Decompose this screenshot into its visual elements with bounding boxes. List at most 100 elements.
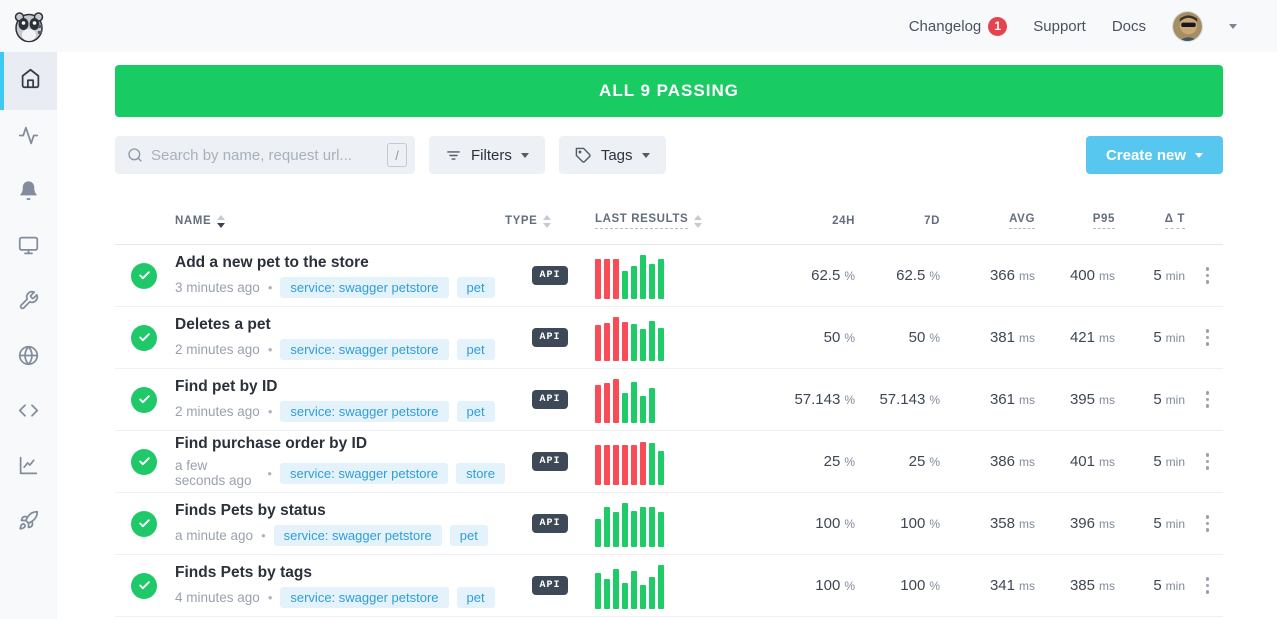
- sidebar-item-activity[interactable]: [0, 110, 57, 165]
- result-bar-passed[interactable]: [622, 502, 628, 547]
- result-bar-passed[interactable]: [595, 572, 601, 609]
- result-bar-passed[interactable]: [622, 582, 628, 609]
- tag-badge[interactable]: pet: [449, 524, 488, 546]
- result-bar-failed[interactable]: [613, 258, 619, 299]
- last-results-bars[interactable]: [595, 377, 765, 423]
- row-menu-button[interactable]: [1202, 511, 1214, 536]
- tag-badge[interactable]: service: swagger petstore: [273, 524, 442, 546]
- tag-badge[interactable]: service: swagger petstore: [279, 462, 449, 484]
- result-bar-passed[interactable]: [613, 568, 619, 609]
- nav-docs[interactable]: Docs: [1112, 18, 1146, 35]
- result-bar-failed[interactable]: [604, 382, 610, 423]
- table-row[interactable]: Find pet by ID 2 minutes ago • service: …: [115, 369, 1223, 431]
- tag-badge[interactable]: store: [456, 462, 505, 484]
- result-bar-passed[interactable]: [649, 506, 655, 547]
- result-bar-failed[interactable]: [595, 324, 601, 361]
- column-header-last-results[interactable]: LAST RESULTS: [595, 213, 765, 229]
- app-logo-raccoon-icon[interactable]: [10, 7, 48, 45]
- tag-badge[interactable]: service: swagger petstore: [280, 338, 449, 360]
- result-bar-passed[interactable]: [649, 320, 655, 361]
- last-results-bars[interactable]: [595, 315, 765, 361]
- result-bar-passed[interactable]: [640, 395, 646, 423]
- create-new-button[interactable]: Create new: [1085, 136, 1223, 174]
- result-bar-passed[interactable]: [631, 510, 637, 547]
- check-name[interactable]: Finds Pets by status: [175, 501, 326, 519]
- table-row[interactable]: Find purchase order by ID a few seconds …: [115, 431, 1223, 493]
- table-row[interactable]: Add a new pet to the store 3 minutes ago…: [115, 245, 1223, 307]
- sidebar-item-home[interactable]: [0, 52, 57, 110]
- account-menu-caret-icon[interactable]: [1229, 23, 1237, 29]
- result-bar-passed[interactable]: [631, 381, 637, 423]
- result-bar-failed[interactable]: [622, 444, 628, 485]
- column-header-p95[interactable]: P95: [1035, 213, 1115, 229]
- result-bar-failed[interactable]: [613, 444, 619, 485]
- result-bar-passed[interactable]: [649, 387, 655, 423]
- tag-badge[interactable]: pet: [456, 276, 495, 298]
- result-bar-passed[interactable]: [595, 518, 601, 547]
- row-menu-button[interactable]: [1202, 263, 1214, 288]
- check-name[interactable]: Add a new pet to the store: [175, 253, 369, 271]
- result-bar-passed[interactable]: [640, 506, 646, 547]
- search-input[interactable]: [151, 146, 379, 164]
- result-bar-passed[interactable]: [640, 254, 646, 299]
- last-results-bars[interactable]: [595, 253, 765, 299]
- check-name[interactable]: Finds Pets by tags: [175, 563, 312, 581]
- result-bar-failed[interactable]: [595, 258, 601, 299]
- row-menu-button[interactable]: [1202, 449, 1214, 474]
- result-bar-failed[interactable]: [604, 444, 610, 485]
- result-bar-passed[interactable]: [658, 511, 664, 547]
- result-bar-passed[interactable]: [613, 511, 619, 547]
- column-header-type[interactable]: TYPE: [505, 214, 595, 228]
- result-bar-passed[interactable]: [622, 270, 628, 299]
- sidebar-item-dashboards[interactable]: [0, 220, 57, 275]
- status-banner[interactable]: ALL 9 PASSING: [115, 65, 1223, 117]
- column-header-7d[interactable]: 7D: [924, 215, 940, 227]
- result-bar-passed[interactable]: [658, 258, 664, 299]
- result-bar-passed[interactable]: [604, 506, 610, 547]
- tag-badge[interactable]: pet: [456, 338, 495, 360]
- nav-support[interactable]: Support: [1033, 18, 1086, 35]
- check-name[interactable]: Deletes a pet: [175, 315, 271, 333]
- tag-badge[interactable]: service: swagger petstore: [280, 586, 449, 608]
- column-header-24h[interactable]: 24H: [832, 215, 855, 227]
- sidebar-item-analytics[interactable]: [0, 440, 57, 495]
- column-header-avg[interactable]: AVG: [940, 213, 1035, 229]
- result-bar-passed[interactable]: [640, 584, 646, 609]
- last-results-bars[interactable]: [595, 501, 765, 547]
- search-box[interactable]: /: [115, 136, 415, 174]
- row-menu-button[interactable]: [1202, 387, 1214, 412]
- result-bar-passed[interactable]: [658, 327, 664, 361]
- result-bar-failed[interactable]: [595, 384, 601, 423]
- result-bar-failed[interactable]: [604, 258, 610, 299]
- tag-badge[interactable]: service: swagger petstore: [280, 276, 449, 298]
- result-bar-failed[interactable]: [595, 444, 601, 485]
- result-bar-failed[interactable]: [613, 316, 619, 361]
- result-bar-passed[interactable]: [631, 323, 637, 361]
- table-row[interactable]: Deletes a pet 2 minutes ago • service: s…: [115, 307, 1223, 369]
- sidebar-item-quickstart[interactable]: [0, 495, 57, 550]
- result-bar-passed[interactable]: [649, 263, 655, 299]
- filters-button[interactable]: Filters: [429, 136, 545, 174]
- tags-button[interactable]: Tags: [558, 136, 666, 174]
- result-bar-passed[interactable]: [658, 450, 664, 485]
- column-header-name[interactable]: NAME: [175, 214, 505, 228]
- result-bar-passed[interactable]: [649, 576, 655, 609]
- result-bar-passed[interactable]: [649, 442, 655, 485]
- sidebar-item-snippets[interactable]: [0, 385, 57, 440]
- last-results-bars[interactable]: [595, 563, 765, 609]
- nav-changelog[interactable]: Changelog 1: [909, 16, 1008, 36]
- sidebar-item-private-locations[interactable]: [0, 330, 57, 385]
- check-name[interactable]: Find pet by ID: [175, 377, 278, 395]
- result-bar-passed[interactable]: [622, 392, 628, 423]
- result-bar-failed[interactable]: [613, 378, 619, 423]
- result-bar-failed[interactable]: [640, 441, 646, 485]
- row-menu-button[interactable]: [1202, 325, 1214, 350]
- result-bar-passed[interactable]: [640, 328, 646, 361]
- tag-badge[interactable]: pet: [456, 400, 495, 422]
- tag-badge[interactable]: pet: [456, 586, 495, 608]
- result-bar-failed[interactable]: [604, 322, 610, 361]
- result-bar-failed[interactable]: [622, 321, 628, 361]
- tag-badge[interactable]: service: swagger petstore: [280, 400, 449, 422]
- table-row[interactable]: Finds Pets by status a minute ago • serv…: [115, 493, 1223, 555]
- result-bar-failed[interactable]: [631, 444, 637, 485]
